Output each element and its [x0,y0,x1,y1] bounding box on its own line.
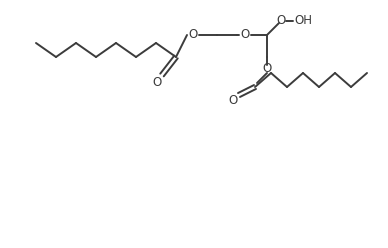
Text: O: O [152,76,162,90]
Text: O: O [229,94,237,107]
Text: O: O [276,14,286,28]
Text: OH: OH [294,14,312,28]
Text: O: O [241,29,249,41]
Text: O: O [189,29,197,41]
Text: O: O [262,62,272,75]
